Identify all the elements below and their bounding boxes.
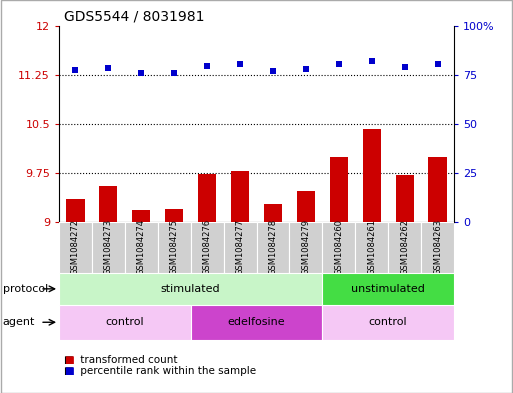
Point: [236, 61, 244, 67]
Bar: [322, 222, 355, 273]
Point: [334, 61, 343, 67]
Bar: [355, 222, 388, 273]
Text: GDS5544 / 8031981: GDS5544 / 8031981: [64, 10, 205, 24]
Text: edelfosine: edelfosine: [228, 317, 285, 327]
Text: ■  percentile rank within the sample: ■ percentile rank within the sample: [64, 366, 256, 376]
Text: GSM1084276: GSM1084276: [203, 219, 212, 275]
Point: [302, 66, 310, 73]
Bar: [132, 210, 150, 222]
Text: GSM1084272: GSM1084272: [71, 219, 80, 275]
Bar: [264, 204, 282, 222]
Bar: [198, 174, 216, 222]
Text: control: control: [369, 317, 407, 327]
Point: [433, 61, 442, 67]
Point: [137, 70, 145, 76]
Point: [368, 58, 376, 64]
Bar: [92, 222, 125, 273]
Bar: [330, 156, 348, 222]
Text: ■  transformed count: ■ transformed count: [64, 355, 177, 365]
Point: [71, 67, 80, 73]
Text: stimulated: stimulated: [161, 284, 221, 294]
Bar: [100, 186, 117, 222]
Bar: [59, 273, 322, 305]
Bar: [165, 209, 183, 222]
Bar: [428, 156, 447, 222]
Text: ■: ■: [64, 366, 74, 376]
Text: GSM1084277: GSM1084277: [235, 219, 245, 275]
Point: [104, 65, 112, 71]
Bar: [322, 305, 454, 340]
Point: [269, 68, 277, 75]
Text: GSM1084278: GSM1084278: [268, 219, 278, 275]
Text: ■: ■: [64, 355, 74, 365]
Bar: [388, 222, 421, 273]
Point: [401, 64, 409, 70]
Bar: [191, 222, 224, 273]
Bar: [256, 222, 289, 273]
Bar: [59, 305, 191, 340]
Text: agent: agent: [3, 317, 35, 327]
Bar: [158, 222, 191, 273]
Bar: [191, 305, 322, 340]
Text: GSM1084275: GSM1084275: [170, 219, 179, 275]
Text: GSM1084261: GSM1084261: [367, 219, 376, 275]
Bar: [421, 222, 454, 273]
Text: GSM1084260: GSM1084260: [334, 219, 343, 275]
Bar: [59, 222, 92, 273]
Text: GSM1084263: GSM1084263: [433, 219, 442, 275]
Point: [170, 70, 179, 77]
Bar: [66, 199, 85, 222]
Text: GSM1084274: GSM1084274: [137, 219, 146, 275]
Bar: [289, 222, 322, 273]
Text: GSM1084273: GSM1084273: [104, 219, 113, 275]
Bar: [363, 129, 381, 222]
Text: protocol: protocol: [3, 284, 48, 294]
Text: control: control: [106, 317, 144, 327]
Text: unstimulated: unstimulated: [351, 284, 425, 294]
Bar: [396, 175, 413, 222]
Bar: [224, 222, 256, 273]
Bar: [297, 191, 315, 222]
Text: GSM1084262: GSM1084262: [400, 219, 409, 275]
Bar: [231, 171, 249, 222]
Bar: [322, 273, 454, 305]
Point: [203, 63, 211, 69]
Bar: [125, 222, 158, 273]
Text: GSM1084279: GSM1084279: [301, 219, 310, 275]
